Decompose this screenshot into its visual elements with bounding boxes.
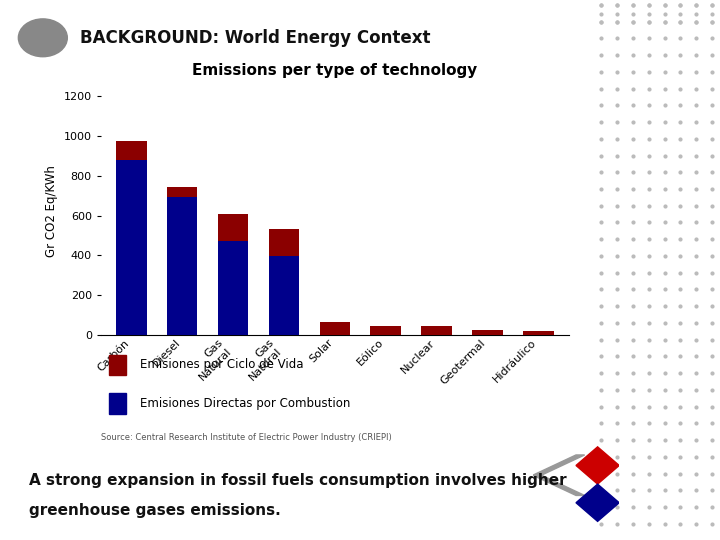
Text: Emisiones por Ciclo de Vida: Emisiones por Ciclo de Vida (140, 359, 304, 372)
Text: Source: Central Research Institute of Electric Power Industry (CRIEPI): Source: Central Research Institute of El… (101, 433, 392, 442)
Ellipse shape (19, 19, 68, 57)
Bar (109, 394, 126, 414)
Text: BACKGROUND: World Energy Context: BACKGROUND: World Energy Context (79, 29, 430, 47)
Text: greenhouse gases emissions.: greenhouse gases emissions. (29, 503, 281, 518)
Bar (109, 355, 126, 375)
Title: Emissions per type of technology: Emissions per type of technology (192, 63, 477, 78)
Bar (269, 230, 300, 256)
Text: A strong expansion in fossil fuels consumption involves higher: A strong expansion in fossil fuels consu… (29, 473, 567, 488)
Polygon shape (576, 447, 619, 484)
Bar (269, 256, 300, 335)
Bar (218, 241, 248, 335)
Bar (167, 187, 197, 197)
Text: Emisiones Directas por Combustion: Emisiones Directas por Combustion (140, 397, 351, 410)
Bar (370, 326, 401, 335)
Bar (523, 331, 554, 335)
Bar (320, 322, 350, 335)
Bar (421, 326, 452, 335)
Y-axis label: Gr CO2 Eq/KWh: Gr CO2 Eq/KWh (45, 165, 58, 256)
Bar (116, 160, 147, 335)
Bar (218, 214, 248, 241)
Bar (116, 141, 147, 160)
Polygon shape (533, 455, 585, 496)
Bar (472, 330, 503, 335)
Polygon shape (576, 484, 619, 522)
Bar (167, 197, 197, 335)
